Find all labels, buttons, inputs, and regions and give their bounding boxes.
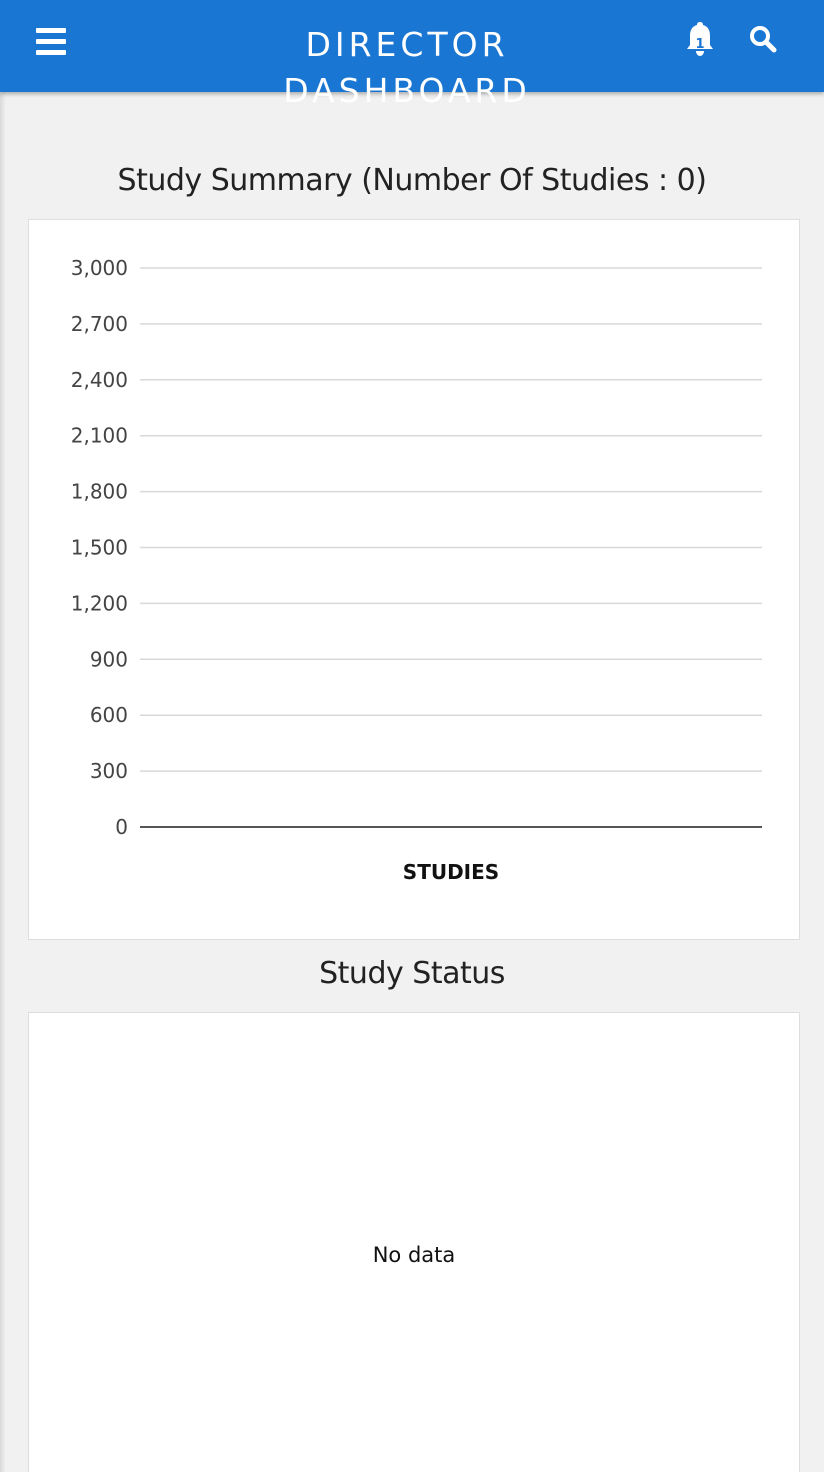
notification-count: 1 (695, 37, 704, 52)
study-status-title: Study Status (319, 956, 505, 991)
study-summary-title: Study Summary (Number Of Studies : 0) (117, 163, 707, 198)
study-summary-card: 0 300 600 900 1,200 1,500 1,800 2,100 2,400 2,700… (28, 219, 800, 940)
hamburger-menu-icon[interactable] (36, 28, 66, 56)
notification-button[interactable]: 1 (684, 18, 716, 62)
y-tick-label: 1,200 (71, 591, 128, 615)
study-status-card: No data (28, 1012, 800, 1472)
y-tick-label: 0 (115, 815, 128, 839)
page-title: DIRECTOR DASHBOARD (283, 25, 531, 110)
x-axis-label: STUDIES (403, 860, 499, 884)
y-tick-label: 2,100 (71, 424, 128, 448)
y-tick-label: 1,800 (71, 480, 128, 504)
search-button[interactable] (748, 24, 778, 54)
y-tick-label: 2,700 (71, 312, 128, 336)
y-tick-label: 1,500 (71, 536, 128, 560)
y-tick-label: 2,400 (71, 368, 128, 392)
y-tick-label: 600 (90, 703, 128, 727)
search-icon (750, 26, 777, 53)
bell-icon: 1 (687, 22, 713, 56)
app-bar: DIRECTOR DASHBOARD 1 (0, 0, 824, 110)
study-summary-chart: 0 300 600 900 1,200 1,500 1,800 2,100 2,400 2,700… (71, 256, 762, 884)
y-tick-label: 300 (90, 759, 128, 783)
y-tick-label: 900 (90, 647, 128, 671)
no-data-message: No data (372, 1243, 456, 1267)
y-tick-label: 3,000 (71, 256, 128, 280)
